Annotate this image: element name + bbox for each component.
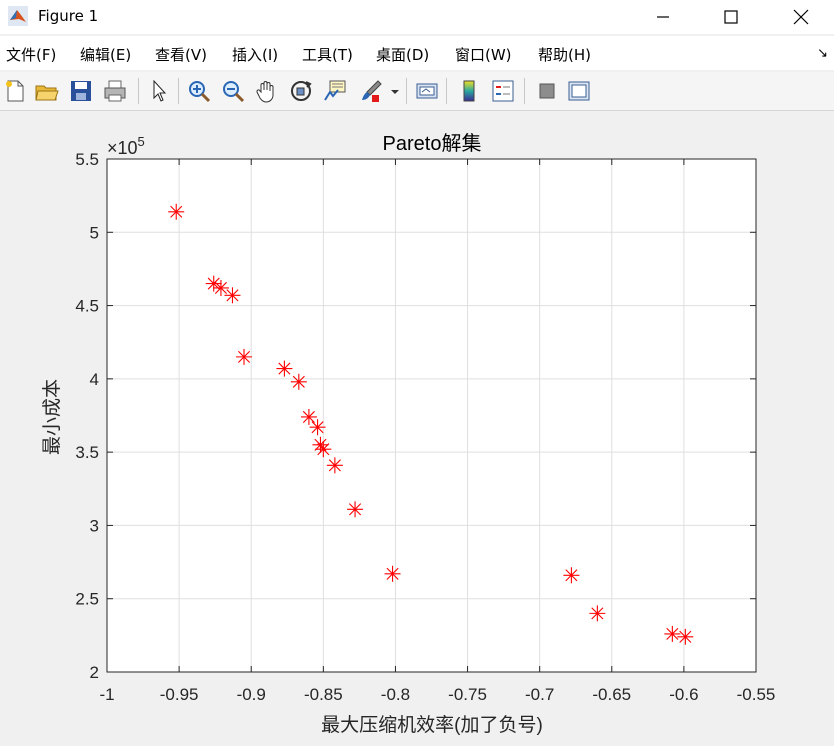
x-tick-labels: -1 -0.95 -0.9 -0.85 -0.8 -0.75 -0.7 -0.65 -0.6 -0…: [99, 685, 775, 704]
x-tick-label: -0.65: [592, 685, 631, 704]
menu-desktop[interactable]: 桌面(D): [376, 46, 430, 64]
data-point: [276, 360, 293, 377]
x-axis-label: 最大压缩机效率(加了负号): [321, 714, 543, 736]
toolbar-separator: [138, 78, 139, 104]
toolbar-separator: [178, 78, 179, 104]
x-tick-label: -0.85: [304, 685, 343, 704]
toolbar-separator: [406, 78, 407, 104]
pointer-icon[interactable]: [146, 78, 172, 104]
save-icon[interactable]: [68, 78, 94, 104]
data-point: [312, 436, 329, 453]
y-axis-label: 最小成本: [41, 379, 63, 455]
menu-tools[interactable]: 工具(T): [302, 46, 353, 64]
maximize-button[interactable]: [708, 0, 754, 34]
data-markers: [168, 203, 694, 645]
y-exponent-power: 5: [138, 134, 145, 149]
axis-ticks: [106, 158, 757, 673]
brush-icon[interactable]: [358, 78, 384, 104]
x-tick-label: -0.9: [237, 685, 266, 704]
toolbar-separator: [446, 78, 447, 104]
pan-icon[interactable]: [254, 78, 280, 104]
brush-dropdown-icon[interactable]: [388, 78, 402, 104]
x-tick-label: -0.95: [160, 685, 199, 704]
zoom-out-icon[interactable]: [220, 78, 246, 104]
figure-canvas: -1 -0.95 -0.9 -0.85 -0.8 -0.75 -0.7 -0.65 -0.6 -0…: [0, 111, 834, 742]
matlab-logo-icon: [8, 6, 28, 26]
x-tick-label: -0.8: [381, 685, 410, 704]
zoom-in-icon[interactable]: [186, 78, 212, 104]
data-point: [315, 441, 332, 458]
menu-edit[interactable]: 编辑(E): [80, 46, 132, 64]
x-tick-label: -1: [99, 685, 114, 704]
menu-help[interactable]: 帮助(H): [538, 46, 591, 64]
data-point: [212, 279, 229, 296]
scatter-plot[interactable]: -1 -0.95 -0.9 -0.85 -0.8 -0.75 -0.7 -0.65 -0.6 -0…: [0, 111, 834, 742]
rotate-3d-icon[interactable]: [288, 78, 314, 104]
close-icon: [793, 9, 809, 25]
axes-background: [107, 159, 756, 672]
y-tick-label: 5.5: [75, 150, 99, 169]
colorbar-icon[interactable]: [456, 78, 482, 104]
x-tick-label: -0.75: [448, 685, 487, 704]
data-point: [664, 625, 681, 642]
data-point: [168, 203, 185, 220]
data-point: [326, 457, 343, 474]
data-point: [677, 628, 694, 645]
y-tick-label: 4: [90, 370, 99, 389]
minimize-button[interactable]: [640, 0, 686, 34]
menu-overflow-icon[interactable]: ↘: [817, 46, 828, 61]
toolbar-separator: [524, 78, 525, 104]
menu-bar: 文件(F) 编辑(E) 查看(V) 插入(I) 工具(T) 桌面(D) 窗口(W…: [0, 36, 834, 70]
data-point: [290, 373, 307, 390]
y-tick-label: 2: [90, 663, 99, 682]
data-cursor-icon[interactable]: [322, 78, 348, 104]
x-tick-label: -0.7: [525, 685, 554, 704]
y-tick-label: 4.5: [75, 297, 99, 316]
y-exponent-base: ×10: [107, 138, 138, 158]
new-figure-icon[interactable]: [2, 78, 28, 104]
menu-window[interactable]: 窗口(W): [455, 46, 512, 64]
data-point: [309, 419, 326, 436]
y-exponent: ×105: [107, 134, 145, 158]
link-plot-icon[interactable]: [414, 78, 440, 104]
data-point: [347, 501, 364, 518]
menu-file[interactable]: 文件(F): [6, 46, 57, 64]
data-point: [563, 567, 580, 584]
title-bar: Figure 1: [0, 0, 834, 34]
open-file-icon[interactable]: [34, 78, 60, 104]
y-tick-label: 5: [90, 223, 99, 242]
print-icon[interactable]: [102, 78, 128, 104]
figure-toolbar: [0, 72, 834, 111]
data-point: [589, 605, 606, 622]
data-point: [205, 275, 222, 292]
show-plot-tools-icon[interactable]: [566, 78, 592, 104]
x-tick-label: -0.6: [669, 685, 698, 704]
maximize-icon: [724, 10, 738, 24]
data-point: [224, 287, 241, 304]
y-tick-label: 3.5: [75, 443, 99, 462]
window-title: Figure 1: [38, 7, 99, 25]
menu-view[interactable]: 查看(V): [155, 46, 207, 64]
data-point: [236, 348, 253, 365]
data-point: [300, 408, 317, 425]
y-tick-label: 2.5: [75, 590, 99, 609]
y-tick-labels: 2 2.5 3 3.5 4 4.5 5 5.5: [75, 150, 99, 682]
data-point: [384, 565, 401, 582]
hide-plot-tools-icon[interactable]: [534, 78, 560, 104]
legend-icon[interactable]: [490, 78, 516, 104]
x-tick-label: -0.55: [737, 685, 776, 704]
menu-insert[interactable]: 插入(I): [232, 46, 279, 64]
axes-area: [106, 158, 757, 673]
chart-title: Pareto解集: [383, 132, 482, 155]
y-tick-label: 3: [90, 516, 99, 535]
close-button[interactable]: [778, 0, 824, 34]
minimize-icon: [657, 16, 669, 18]
